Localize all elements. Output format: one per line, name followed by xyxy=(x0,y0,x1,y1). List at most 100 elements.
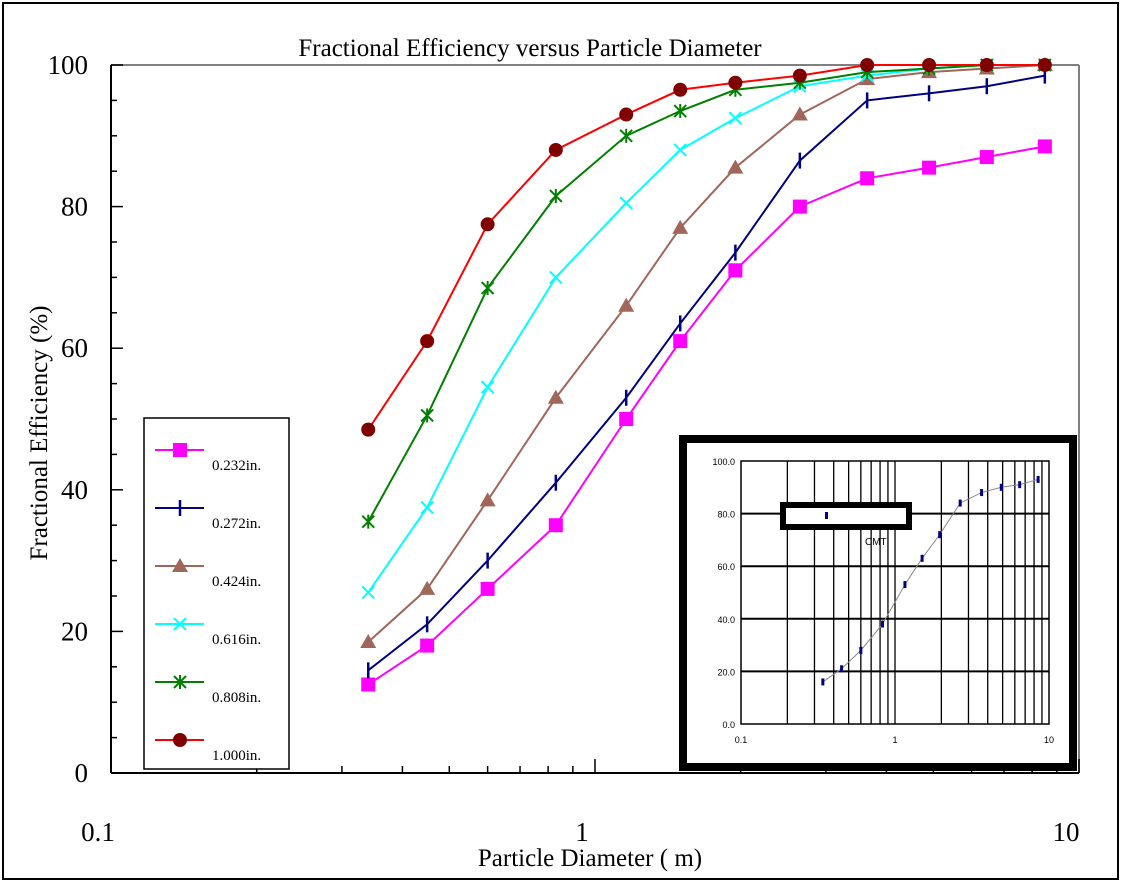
inset-legend-box xyxy=(780,502,912,530)
inset-y-tick-label: 60.0 xyxy=(717,562,735,572)
inset-y-tick-label: 100.0 xyxy=(712,457,735,467)
legend-box xyxy=(143,417,290,770)
data-point xyxy=(673,104,687,119)
legend-label: 0.808in. xyxy=(212,690,261,706)
inset-data-point xyxy=(980,489,984,497)
inset-data-point xyxy=(821,678,825,686)
y-tick-label: 20 xyxy=(61,616,88,646)
data-point xyxy=(361,585,375,600)
inset-y-tick-label: 0.0 xyxy=(722,720,735,730)
legend-entry: 0.424in. xyxy=(155,558,261,590)
legend-label: 0.232in. xyxy=(212,458,261,474)
inset-series-line xyxy=(822,478,1039,683)
data-point xyxy=(480,380,495,394)
inset-data-point xyxy=(1018,481,1022,489)
data-point xyxy=(922,160,937,175)
data-point xyxy=(548,142,563,157)
data-point xyxy=(922,58,937,72)
data-point xyxy=(619,196,633,210)
data-point xyxy=(979,150,994,165)
data-point xyxy=(361,422,376,437)
series-line xyxy=(367,64,1045,431)
y-tick-label: 60 xyxy=(61,333,88,363)
y-axis-tick-labels: 0 20 40 60 80 100 xyxy=(48,50,89,788)
legend-label: 0.272in. xyxy=(212,516,261,532)
data-point xyxy=(1037,58,1052,72)
series-line xyxy=(367,74,1046,672)
x-axis-label: Particle Diameter ( m) xyxy=(478,845,702,872)
data-point xyxy=(673,82,688,97)
main-plot-area: 0 20 40 60 80 100 0.1 1 10 xyxy=(48,50,1080,847)
inset-series xyxy=(821,475,1040,686)
data-point xyxy=(420,408,434,423)
legend-entry: 1.000in. xyxy=(155,733,261,764)
legend-marker xyxy=(173,675,187,689)
legend-entry: 0.808in. xyxy=(155,675,261,706)
data-point xyxy=(672,219,689,234)
inset-y-tick-label: 40.0 xyxy=(717,615,735,625)
series-line xyxy=(367,145,1046,686)
data-point xyxy=(480,281,495,296)
data-point xyxy=(727,159,744,174)
data-point xyxy=(420,334,435,349)
data-point xyxy=(792,199,807,214)
data-point xyxy=(791,106,808,121)
inset-data-point xyxy=(840,665,844,673)
data-point xyxy=(480,217,495,232)
data-point xyxy=(728,263,743,278)
data-point xyxy=(549,188,563,203)
y-tick-label: 80 xyxy=(61,192,88,222)
inset-data-point xyxy=(999,483,1003,491)
y-axis-label: Fractional Efficiency (%) xyxy=(26,306,53,561)
inset-x-tick-label: 1 xyxy=(892,735,897,745)
inset-y-tick-label: 20.0 xyxy=(717,667,735,677)
x-tick-label: 0.1 xyxy=(81,817,115,847)
data-point xyxy=(673,143,687,157)
x-tick-label: 1 xyxy=(575,817,589,847)
data-point xyxy=(419,580,436,595)
data-point xyxy=(673,334,688,349)
legend-marker xyxy=(173,733,187,747)
data-point xyxy=(619,412,634,426)
inset-legend-marker xyxy=(825,512,828,519)
data-point xyxy=(792,68,807,83)
data-point xyxy=(420,638,435,653)
inset-x-tick-label: 0.1 xyxy=(735,735,748,745)
legend-label: 0.616in. xyxy=(212,632,261,648)
data-point xyxy=(1037,139,1052,154)
chart-title: Fractional Efficiency versus Particle Di… xyxy=(298,35,762,62)
series-layer xyxy=(360,57,1053,692)
inset-data-point xyxy=(1036,475,1040,483)
data-point xyxy=(618,297,635,312)
data-point xyxy=(979,58,994,72)
data-point xyxy=(548,518,563,533)
inset-data-point xyxy=(859,646,863,654)
series-1 xyxy=(366,67,1047,679)
y-axis-ticks xyxy=(111,64,123,774)
legend-label: 1.000in. xyxy=(212,748,261,764)
inset-data-point xyxy=(920,554,924,562)
inset-grid xyxy=(740,460,1050,725)
legend-entry: 0.232in. xyxy=(155,443,261,474)
data-point xyxy=(728,111,743,125)
legend-marker xyxy=(172,558,188,572)
data-point xyxy=(728,75,743,90)
legend-label: 0.424in. xyxy=(212,574,261,590)
series-line xyxy=(367,64,1045,523)
inset-data-point xyxy=(903,581,907,589)
x-tick-label: 10 xyxy=(1053,817,1080,847)
inset-x-tick-label: 10 xyxy=(1044,735,1054,745)
inset-data-point xyxy=(938,531,942,539)
series-0 xyxy=(361,139,1052,692)
inset-partial-text: CMT xyxy=(865,537,887,548)
data-point xyxy=(420,500,434,515)
legend-marker xyxy=(173,617,187,631)
inset-data-point xyxy=(881,620,885,628)
series-5 xyxy=(361,58,1052,437)
legend: 0.232in. 0.272in. 0.424in. 0.616in. 0.808in.… xyxy=(143,417,290,770)
data-point xyxy=(480,581,495,596)
data-point xyxy=(547,389,564,404)
data-point xyxy=(360,634,377,649)
inset-data-point xyxy=(958,499,962,507)
data-point xyxy=(479,492,496,507)
